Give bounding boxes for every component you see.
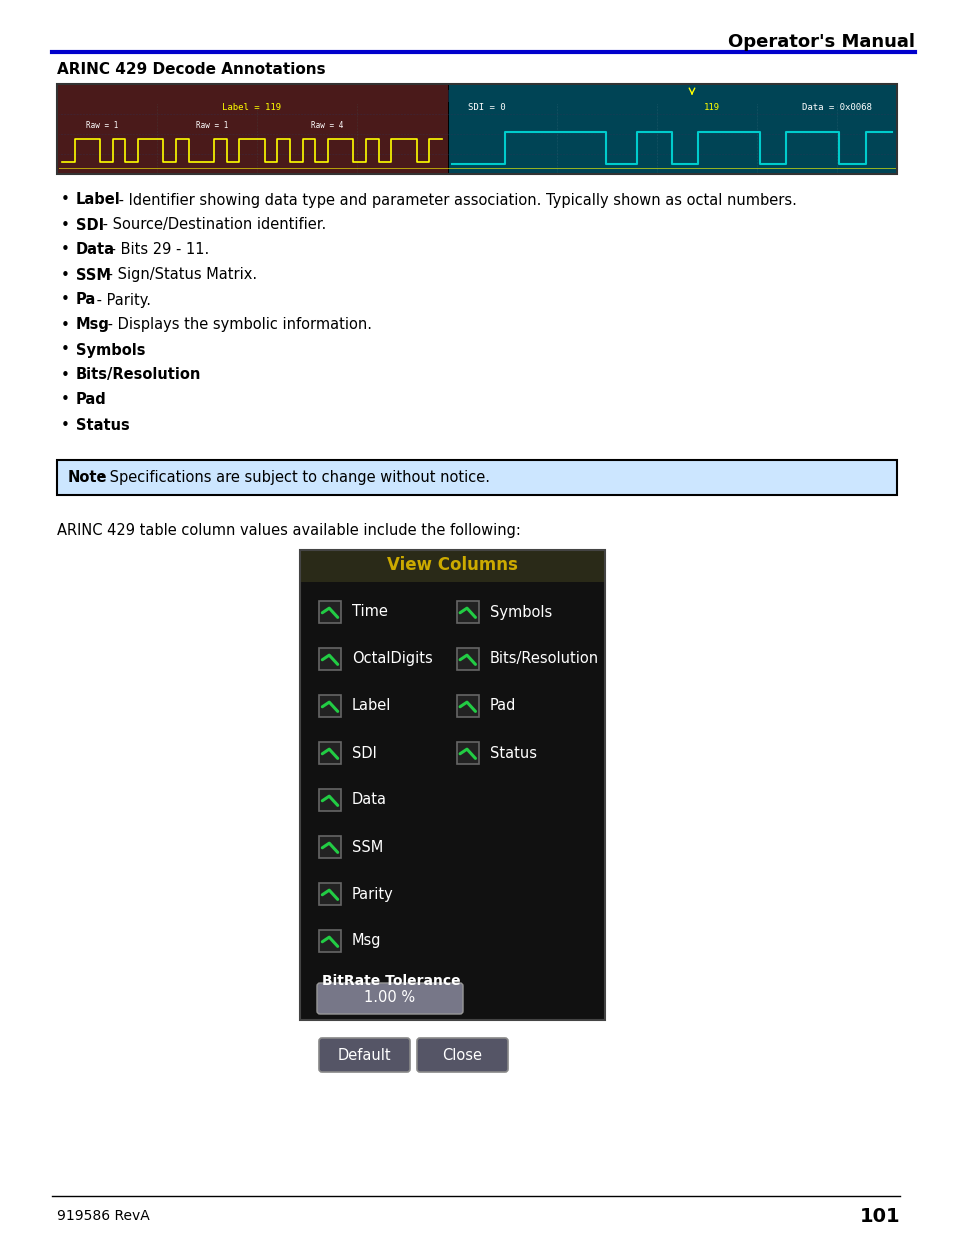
Text: Symbols: Symbols	[489, 604, 552, 620]
Text: Pa: Pa	[76, 293, 96, 308]
Text: Msg: Msg	[76, 317, 110, 332]
Text: •: •	[60, 417, 70, 432]
Text: 101: 101	[859, 1207, 899, 1225]
Text: - Sign/Status Matrix.: - Sign/Status Matrix.	[103, 268, 257, 283]
Text: Data = 0x0068: Data = 0x0068	[801, 103, 871, 111]
Bar	[318, 836, 340, 858]
Text: Raw = 4: Raw = 4	[311, 121, 343, 130]
Text: BitRate Tolerance: BitRate Tolerance	[322, 974, 460, 988]
Text: SDI: SDI	[76, 217, 104, 232]
Text: Pad: Pad	[76, 393, 107, 408]
Bar	[318, 695, 340, 718]
Text: SSM: SSM	[352, 840, 383, 855]
Text: SSM: SSM	[76, 268, 111, 283]
Text: •: •	[60, 268, 70, 283]
Text: Default: Default	[337, 1047, 391, 1062]
Text: •: •	[60, 393, 70, 408]
Text: Raw = 1: Raw = 1	[86, 121, 118, 130]
Bar	[58, 90, 895, 103]
Text: ARINC 429 table column values available include the following:: ARINC 429 table column values available …	[57, 522, 520, 537]
Text: : Specifications are subject to change without notice.: : Specifications are subject to change w…	[100, 471, 490, 485]
Text: Note: Note	[68, 471, 108, 485]
Bar	[299, 550, 604, 582]
Bar	[318, 789, 340, 811]
Bar	[318, 742, 340, 764]
Bar	[318, 648, 340, 671]
FancyBboxPatch shape	[318, 1037, 410, 1072]
Bar	[58, 85, 448, 173]
Text: SDI = 0: SDI = 0	[468, 103, 505, 111]
Bar	[456, 648, 478, 671]
Text: •: •	[60, 242, 70, 258]
Bar	[299, 582, 604, 1020]
Text: View Columns: View Columns	[387, 556, 517, 574]
Bar	[456, 695, 478, 718]
Text: Label = 119: Label = 119	[222, 103, 281, 111]
Text: •: •	[60, 193, 70, 207]
Text: Operator's Manual: Operator's Manual	[727, 33, 914, 51]
Text: - Identifier showing data type and parameter association. Typically shown as oct: - Identifier showing data type and param…	[113, 193, 796, 207]
Bar	[449, 85, 895, 173]
Text: •: •	[60, 317, 70, 332]
Text: Bits/Resolution: Bits/Resolution	[489, 652, 598, 667]
Text: Msg: Msg	[352, 934, 381, 948]
Text: - Bits 29 - 11.: - Bits 29 - 11.	[106, 242, 209, 258]
Bar	[299, 550, 604, 1020]
Bar	[318, 883, 340, 905]
Text: Close: Close	[442, 1047, 482, 1062]
Text: •: •	[60, 217, 70, 232]
Text: - Parity.: - Parity.	[91, 293, 151, 308]
FancyBboxPatch shape	[316, 983, 462, 1014]
Text: Raw = 1: Raw = 1	[195, 121, 228, 130]
Text: Time: Time	[352, 604, 388, 620]
Text: 919586 RevA: 919586 RevA	[57, 1209, 150, 1223]
Bar	[456, 601, 478, 622]
Text: Status: Status	[76, 417, 130, 432]
Text: Label: Label	[76, 193, 121, 207]
Text: Label: Label	[352, 699, 391, 714]
Text: ARINC 429 Decode Annotations: ARINC 429 Decode Annotations	[57, 63, 325, 78]
Bar	[57, 84, 896, 174]
Bar	[318, 601, 340, 622]
Text: - Displays the symbolic information.: - Displays the symbolic information.	[103, 317, 372, 332]
Text: SDI: SDI	[352, 746, 376, 761]
Text: •: •	[60, 368, 70, 383]
Text: Pad: Pad	[489, 699, 516, 714]
Text: Data: Data	[76, 242, 115, 258]
FancyBboxPatch shape	[416, 1037, 507, 1072]
Text: - Source/Destination identifier.: - Source/Destination identifier.	[98, 217, 326, 232]
Text: Data: Data	[352, 793, 387, 808]
Text: Bits/Resolution: Bits/Resolution	[76, 368, 201, 383]
Text: •: •	[60, 293, 70, 308]
Text: 1.00 %: 1.00 %	[364, 990, 416, 1005]
Bar	[318, 930, 340, 952]
Text: Status: Status	[489, 746, 537, 761]
Text: Parity: Parity	[352, 887, 394, 902]
Bar	[456, 742, 478, 764]
Text: 119: 119	[703, 103, 720, 111]
Text: Symbols: Symbols	[76, 342, 146, 357]
Bar	[57, 459, 896, 495]
Text: •: •	[60, 342, 70, 357]
Text: OctalDigits: OctalDigits	[352, 652, 433, 667]
